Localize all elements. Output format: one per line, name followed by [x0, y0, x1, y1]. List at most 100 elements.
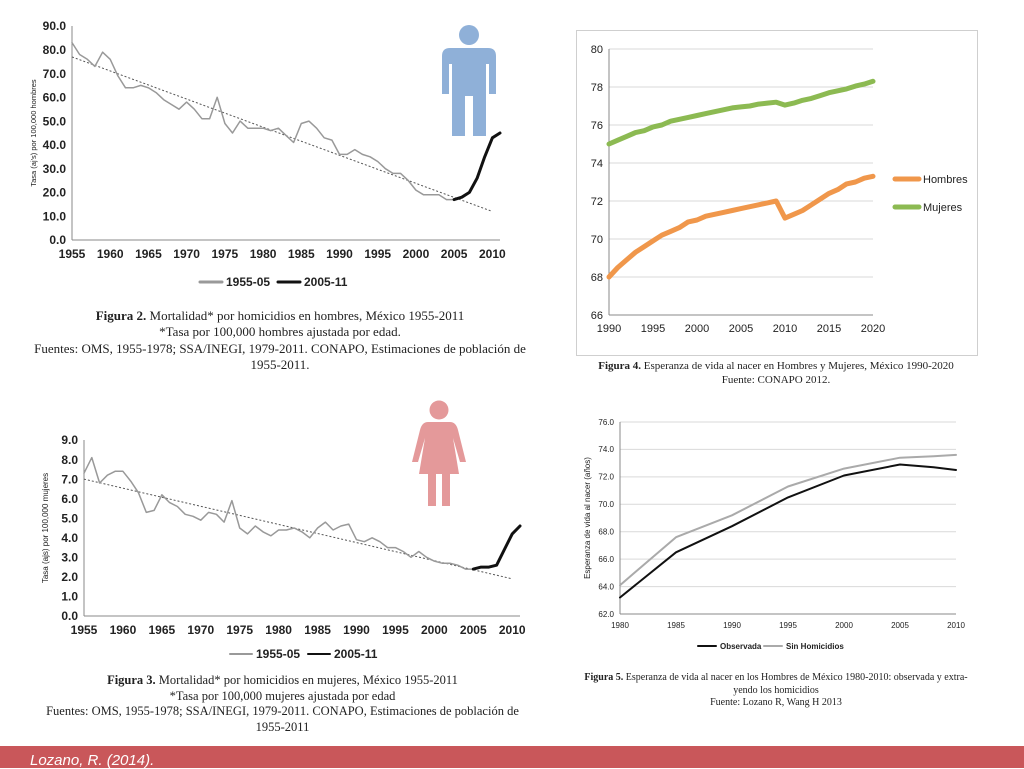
fig2-caption-label: Figura 2. [95, 308, 147, 323]
x-tick-label: 1990 [723, 621, 741, 630]
fig2-caption-sources: Fuentes: OMS, 1955-1978; SSA/INEGI, 1979… [34, 340, 526, 356]
y-tick-label: 66.0 [598, 555, 614, 564]
x-tick-label: 1990 [597, 323, 621, 335]
x-tick-label: 1995 [382, 623, 409, 637]
fig2-caption-title: Mortalidad* por homicidios en hombres, M… [146, 308, 465, 323]
y-tick-label: 74 [591, 158, 603, 170]
y-tick-label: 64.0 [598, 582, 614, 591]
fig2-caption-note: *Tasa por 100,000 hombres ajustada por e… [159, 324, 401, 340]
legend-label: Observada [720, 642, 762, 651]
fig2-chart: 0.0 10.0 20.0 30.0 40.0 50.0 60.0 70.0 80.0 90.0 1… [29, 19, 506, 289]
y-tick-label: 6.0 [61, 492, 78, 506]
fig3-caption-note: *Tasa por 100,000 mujeres ajustada por e… [169, 688, 396, 703]
x-tick-label: 1985 [667, 621, 685, 630]
y-tick-label: 76 [591, 120, 603, 132]
fig3-panel: 0.0 1.0 2.0 3.0 4.0 5.0 6.0 7.0 8.0 9.0 1955 1960 19… [0, 400, 540, 670]
x-tick-label: 1955 [71, 623, 98, 637]
x-tick-label: 1985 [288, 247, 315, 261]
y-tick-label: 2.0 [61, 570, 78, 584]
legend-label: 2005-11 [304, 275, 348, 289]
x-tick-label: 2010 [947, 621, 965, 630]
x-tick-label: 2005 [891, 621, 909, 630]
y-axis-label: Esperanza de vida al nacer (años) [583, 457, 592, 579]
legend-label: Sin Homicidios [786, 642, 844, 651]
fig5-caption-continued: yendo los homicidios [733, 684, 819, 696]
series-line-2005-11 [471, 524, 522, 571]
trend-line [71, 56, 493, 212]
x-tick-label: 1975 [226, 623, 253, 637]
y-tick-label: 72.0 [598, 473, 614, 482]
x-tick-label: 1960 [97, 247, 124, 261]
y-tick-label: 70.0 [598, 500, 614, 509]
x-tick-label: 2005 [441, 247, 468, 261]
x-tick-label: 2010 [479, 247, 506, 261]
y-tick-label: 9.0 [61, 433, 78, 447]
y-tick-label: 50.0 [43, 114, 67, 128]
y-tick-label: 20.0 [43, 186, 67, 200]
fig3-caption: Figura 3. Mortalidad* por homicidios en … [25, 673, 540, 736]
y-tick-label: 5.0 [61, 511, 78, 525]
y-tick-label: 10.0 [43, 209, 67, 223]
legend-label: Mujeres [923, 202, 963, 214]
fig5-caption-label: Figura 5. [584, 672, 624, 683]
y-tick-label: 0.0 [61, 609, 78, 623]
fig4-chart: 66 68 70 72 74 76 78 80 1990 1995 2000 2005 2010 2015… [591, 44, 968, 335]
x-tick-label: 1960 [110, 623, 137, 637]
series-line-mujeres [606, 78, 876, 147]
y-axis-label: Tasa (ajs) por 100,000 mujeres [41, 473, 50, 583]
x-tick-label: 1995 [641, 323, 665, 335]
y-tick-label: 78 [591, 82, 603, 94]
fig4-caption-label: Figura 4. [598, 360, 641, 372]
y-tick-label: 30.0 [43, 162, 67, 176]
fig2-caption-sources-end: 1955-2011. [250, 356, 310, 372]
y-tick-label: 62.0 [598, 610, 614, 619]
fig2-caption: Figura 2. Mortalidad* por homicidios en … [20, 308, 540, 373]
woman-icon [410, 400, 468, 508]
x-tick-label: 2000 [421, 623, 448, 637]
x-tick-label: 1990 [326, 247, 353, 261]
y-tick-label: 80 [591, 44, 603, 56]
y-tick-label: 90.0 [43, 19, 67, 33]
legend-label: 1955-05 [226, 275, 270, 289]
x-tick-label: 1965 [149, 623, 176, 637]
series-line-sin-homicidios [619, 453, 957, 587]
y-tick-label: 70.0 [43, 67, 67, 81]
y-tick-label: 8.0 [61, 453, 78, 467]
footer-citation: Lozano, R. (2014). [30, 752, 155, 769]
fig4-caption-title: Esperanza de vida al nacer en Hombres y … [641, 360, 954, 372]
x-tick-label: 2000 [685, 323, 709, 335]
x-tick-label: 1975 [212, 247, 239, 261]
y-axis-label: Tasa (aj's) por 100,000 hombres [29, 79, 38, 187]
y-tick-label: 60.0 [43, 91, 67, 105]
y-tick-label: 68 [591, 272, 603, 284]
legend-label: Hombres [923, 174, 968, 186]
fig4-caption: Figura 4. Esperanza de vida al nacer en … [576, 360, 976, 388]
fig3-chart: 0.0 1.0 2.0 3.0 4.0 5.0 6.0 7.0 8.0 9.0 1955 1960 19… [41, 433, 526, 661]
trend-line [83, 478, 513, 580]
x-tick-label: 2000 [403, 247, 430, 261]
y-tick-label: 80.0 [43, 43, 67, 57]
series-line-2005-11 [452, 131, 502, 202]
series-line-1955-05 [83, 456, 475, 570]
x-tick-label: 1985 [304, 623, 331, 637]
fig5-caption-source: Fuente: Lozano R, Wang H 2013 [710, 697, 842, 708]
x-tick-label: 1955 [59, 247, 86, 261]
x-tick-label: 1970 [173, 247, 200, 261]
x-tick-label: 2010 [499, 623, 526, 637]
x-tick-label: 2015 [817, 323, 841, 335]
fig5-caption-title: Esperanza de vida al nacer en los Hombre… [623, 672, 968, 683]
footer-bar: Lozano, R. (2014). [0, 746, 1024, 769]
x-tick-label: 2020 [861, 323, 885, 335]
x-tick-label: 1965 [135, 247, 162, 261]
fig4-panel: 66 68 70 72 74 76 78 80 1990 1995 2000 2005 2010 2015… [576, 30, 978, 356]
x-tick-label: 1980 [611, 621, 629, 630]
x-tick-label: 1995 [364, 247, 391, 261]
x-tick-label: 2005 [729, 323, 753, 335]
x-tick-label: 1990 [343, 623, 370, 637]
y-tick-label: 7.0 [61, 472, 78, 486]
fig3-caption-label: Figura 3. [107, 673, 156, 687]
y-tick-label: 3.0 [61, 551, 78, 565]
fig5-caption: Figura 5. Esperanza de vida al nacer en … [566, 672, 986, 710]
fig3-caption-title: Mortalidad* por homicidios en mujeres, M… [155, 673, 458, 687]
x-tick-label: 2010 [773, 323, 797, 335]
